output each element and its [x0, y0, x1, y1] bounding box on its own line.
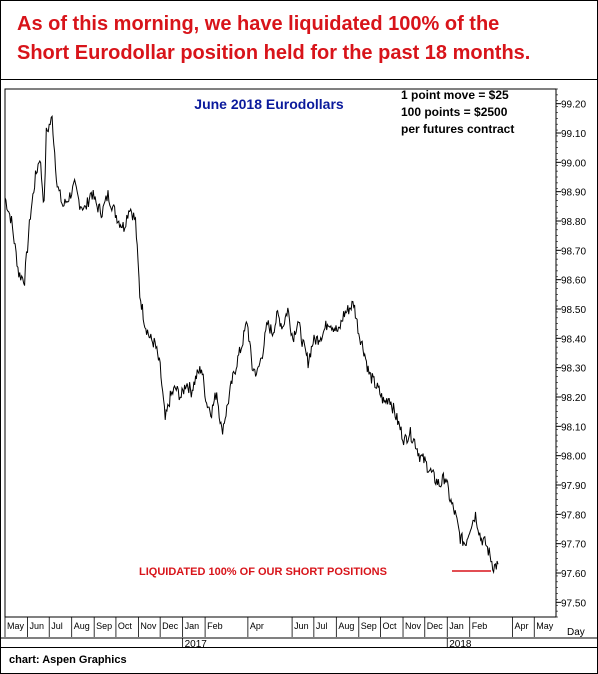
- month-label: Dec: [162, 621, 179, 631]
- month-label: Oct: [118, 621, 133, 631]
- note-line-1: 1 point move = $25: [401, 88, 509, 102]
- month-label: Oct: [383, 621, 398, 631]
- y-tick-label: 98.60: [561, 276, 586, 287]
- month-label: Nov: [405, 621, 422, 631]
- y-tick-label: 98.20: [561, 393, 586, 404]
- price-series-line: [4, 114, 499, 575]
- y-tick-label: 99.00: [561, 158, 586, 169]
- month-label: Feb: [207, 621, 223, 631]
- y-tick-label: 99.10: [561, 129, 586, 140]
- plot-area: [4, 88, 557, 618]
- y-tick-label: 98.70: [561, 246, 586, 257]
- month-label: Feb: [472, 621, 488, 631]
- y-tick-label: 97.80: [561, 510, 586, 521]
- y-tick-label: 97.90: [561, 481, 586, 492]
- y-tick-label: 98.90: [561, 188, 586, 199]
- y-tick-label: 97.50: [561, 598, 586, 609]
- chart-credit: chart: Aspen Graphics: [9, 654, 127, 666]
- y-tick-label: 97.70: [561, 540, 586, 551]
- month-label: Jan: [449, 621, 464, 631]
- month-label: Apr: [515, 621, 529, 631]
- liquidation-annotation: LIQUIDATED 100% OF OUR SHORT POSITIONS: [139, 566, 387, 578]
- month-label: May: [536, 621, 554, 631]
- month-label: Sep: [96, 621, 112, 631]
- y-tick-label: 98.00: [561, 452, 586, 463]
- month-label: Aug: [74, 621, 90, 631]
- month-label: Nov: [140, 621, 157, 631]
- month-label: Jan: [185, 621, 200, 631]
- price-chart: 97.50 97.60 97.70 97.80 97.90 98.00 98.10 98.20…: [1, 88, 597, 647]
- month-label: Jun: [29, 621, 44, 631]
- chart-title: June 2018 Eurodollars: [194, 96, 344, 112]
- month-label: Apr: [250, 621, 264, 631]
- y-tick-label: 98.40: [561, 334, 586, 345]
- note-line-2: 100 points = $2500: [401, 105, 508, 119]
- month-label: Jun: [294, 621, 309, 631]
- month-label: Sep: [361, 621, 377, 631]
- headline-line-2: Short Eurodollar position held for the p…: [17, 42, 531, 64]
- year-label: 2017: [185, 639, 208, 647]
- y-tick-label: 98.50: [561, 305, 586, 316]
- month-label: Aug: [338, 621, 354, 631]
- month-label: May: [7, 621, 25, 631]
- y-tick-label: 97.60: [561, 569, 586, 580]
- headline-line-1: As of this morning, we have liquidated 1…: [17, 13, 500, 35]
- y-tick-label: 99.20: [561, 100, 586, 111]
- y-tick-label: 98.80: [561, 217, 586, 228]
- x-axis-label: Day: [567, 627, 585, 638]
- note-line-3: per futures contract: [401, 122, 514, 136]
- headline-banner: As of this morning, we have liquidated 1…: [1, 1, 597, 80]
- y-tick-label: 98.30: [561, 364, 586, 375]
- month-label: Dec: [427, 621, 444, 631]
- year-label: 2018: [449, 639, 472, 647]
- month-label: Jul: [316, 621, 328, 631]
- month-label: Jul: [51, 621, 63, 631]
- credit-bar: chart: Aspen Graphics: [1, 647, 597, 674]
- y-tick-label: 98.10: [561, 422, 586, 433]
